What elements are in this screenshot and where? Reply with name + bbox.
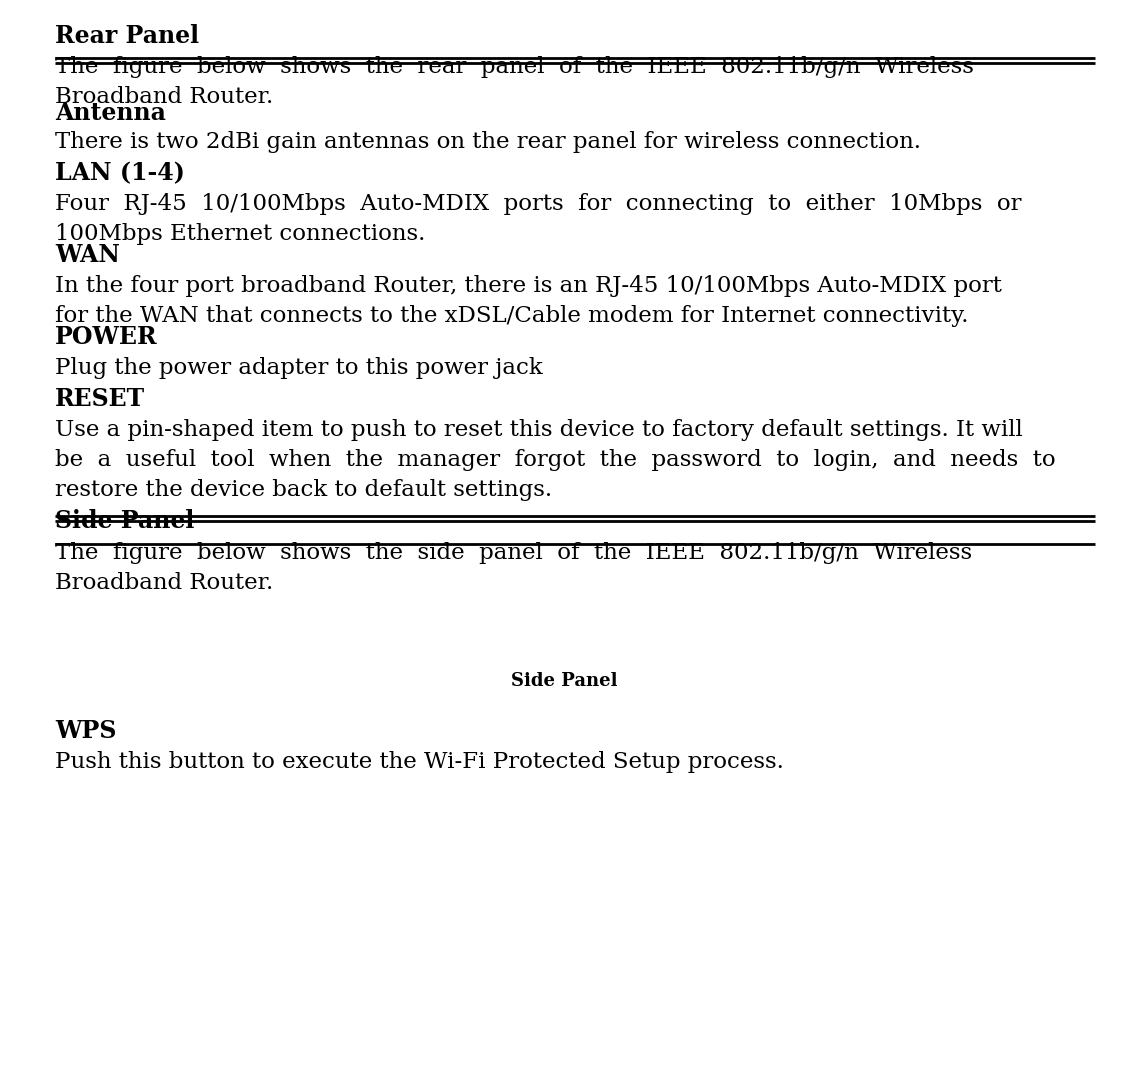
Text: Side Panel: Side Panel <box>55 509 194 533</box>
Text: Use a pin-shaped item to push to reset this device to factory default settings. : Use a pin-shaped item to push to reset t… <box>55 419 1023 441</box>
Text: restore the device back to default settings.: restore the device back to default setti… <box>55 479 552 501</box>
Text: RESET: RESET <box>55 387 146 411</box>
Text: Broadband Router.: Broadband Router. <box>55 86 273 108</box>
Text: for the WAN that connects to the xDSL/Cable modem for Internet connectivity.: for the WAN that connects to the xDSL/Ca… <box>55 305 969 327</box>
Text: WAN: WAN <box>55 243 120 267</box>
Text: Side Panel: Side Panel <box>511 672 617 690</box>
Text: Broadband Router.: Broadband Router. <box>55 572 273 594</box>
Text: There is two 2dBi gain antennas on the rear panel for wireless connection.: There is two 2dBi gain antennas on the r… <box>55 132 920 153</box>
Text: Plug the power adapter to this power jack: Plug the power adapter to this power jac… <box>55 357 543 379</box>
Text: WPS: WPS <box>55 719 116 743</box>
Text: Four  RJ-45  10/100Mbps  Auto-MDIX  ports  for  connecting  to  either  10Mbps  : Four RJ-45 10/100Mbps Auto-MDIX ports fo… <box>55 193 1022 215</box>
Text: LAN (1-4): LAN (1-4) <box>55 161 185 185</box>
Text: be  a  useful  tool  when  the  manager  forgot  the  password  to  login,  and : be a useful tool when the manager forgot… <box>55 450 1056 471</box>
Text: The  figure  below  shows  the  side  panel  of  the  IEEE  802.11b/g/n  Wireles: The figure below shows the side panel of… <box>55 542 972 564</box>
Text: The  figure  below  shows  the  rear  panel  of  the  IEEE  802.11b/g/n  Wireles: The figure below shows the rear panel of… <box>55 56 973 78</box>
Text: Push this button to execute the Wi-Fi Protected Setup process.: Push this button to execute the Wi-Fi Pr… <box>55 751 784 773</box>
Text: Rear Panel: Rear Panel <box>55 24 200 49</box>
Text: In the four port broadband Router, there is an RJ-45 10/100Mbps Auto-MDIX port: In the four port broadband Router, there… <box>55 275 1002 298</box>
Text: Antenna: Antenna <box>55 101 166 125</box>
Text: 100Mbps Ethernet connections.: 100Mbps Ethernet connections. <box>55 223 425 245</box>
Text: POWER: POWER <box>55 324 158 349</box>
